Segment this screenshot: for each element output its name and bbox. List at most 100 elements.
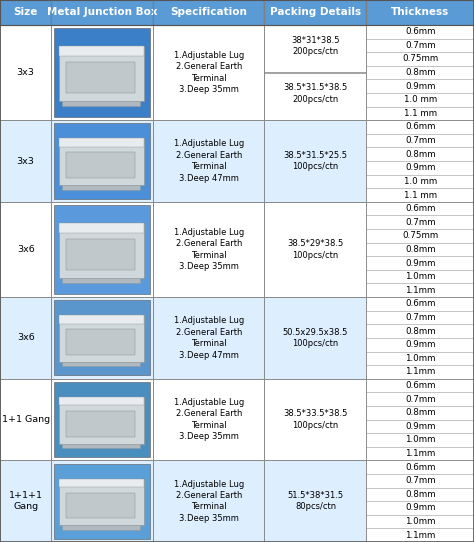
Bar [366,0,474,25]
Bar [366,406,474,420]
Bar [153,297,264,379]
Text: 0.7mm: 0.7mm [405,41,436,50]
Bar [59,138,144,185]
Bar [366,433,474,447]
Bar [51,0,153,25]
Bar [153,25,264,120]
Bar [366,420,474,433]
Bar [59,397,144,405]
Bar [366,66,474,79]
Bar [59,46,144,56]
Text: 0.7mm: 0.7mm [405,136,436,145]
Bar [366,202,474,215]
Bar [65,330,135,355]
Text: 0.6mm: 0.6mm [405,204,436,213]
Bar [54,463,150,539]
Bar [366,215,474,229]
Text: 1.0 mm: 1.0 mm [403,177,437,186]
Text: 1.Adjustable Lug
2.General Earth
Terminal
3.Deep 47mm: 1.Adjustable Lug 2.General Earth Termina… [173,139,244,183]
Text: 1.Adjustable Lug
2.General Earth
Terminal
3.Deep 35mm: 1.Adjustable Lug 2.General Earth Termina… [173,228,244,271]
Bar [65,493,135,518]
Bar [366,256,474,270]
Bar [366,474,474,488]
Bar [153,379,264,460]
Bar [0,202,51,297]
Bar [65,240,135,269]
Text: 1.1mm: 1.1mm [405,286,436,295]
Bar [51,25,153,120]
Bar [366,52,474,66]
Bar [264,0,366,25]
Bar [62,490,140,530]
Text: 0.9mm: 0.9mm [405,163,436,172]
Bar [51,202,153,297]
Bar [366,324,474,338]
Bar [264,379,366,460]
Bar [51,120,153,202]
Bar [59,397,144,443]
Text: 1.1mm: 1.1mm [405,449,436,458]
Text: 0.7mm: 0.7mm [405,218,436,227]
Bar [366,134,474,147]
Bar [366,379,474,392]
Text: 0.75mm: 0.75mm [402,54,438,63]
Bar [366,38,474,52]
Bar [62,409,140,448]
Bar [59,479,144,487]
Text: 0.8mm: 0.8mm [405,245,436,254]
Text: 0.7mm: 0.7mm [405,476,436,485]
Bar [65,152,135,178]
Bar [366,161,474,175]
Bar [366,270,474,283]
Bar [0,0,51,25]
Bar [59,315,144,324]
Bar [62,150,140,190]
Text: 0.8mm: 0.8mm [405,150,436,159]
Bar [366,488,474,501]
Bar [59,138,144,147]
Text: 38.5*31.5*25.5
100pcs/ctn: 38.5*31.5*25.5 100pcs/ctn [283,151,347,171]
Text: 0.6mm: 0.6mm [405,381,436,390]
Bar [62,60,140,106]
Bar [0,120,51,202]
Bar [366,175,474,188]
Text: 0.6mm: 0.6mm [405,463,436,472]
Text: 1.1 mm: 1.1 mm [404,191,437,199]
Text: 0.6mm: 0.6mm [405,122,436,132]
Bar [366,338,474,352]
Text: 38.5*33.5*38.5
100pcs/ctn: 38.5*33.5*38.5 100pcs/ctn [283,409,347,430]
Text: 0.6mm: 0.6mm [405,299,436,308]
Bar [153,202,264,297]
Text: Size: Size [13,8,38,17]
Bar [366,460,474,474]
Bar [59,223,144,278]
Text: 1.1 mm: 1.1 mm [404,109,437,118]
Bar [366,188,474,202]
Text: 1.0mm: 1.0mm [405,517,436,526]
Bar [264,72,366,73]
Text: 0.8mm: 0.8mm [405,490,436,499]
Bar [0,379,51,460]
Bar [366,147,474,161]
Text: 1.1mm: 1.1mm [405,531,436,540]
Text: 1.0mm: 1.0mm [405,272,436,281]
Text: 0.9mm: 0.9mm [405,82,436,91]
Bar [366,515,474,528]
Bar [59,315,144,362]
Text: 0.7mm: 0.7mm [405,395,436,404]
Text: 38.5*29*38.5
100pcs/ctn: 38.5*29*38.5 100pcs/ctn [287,239,344,260]
Bar [54,300,150,376]
Bar [264,297,366,379]
Text: 3x3: 3x3 [17,68,35,77]
Text: Packing Details: Packing Details [270,8,361,17]
Bar [153,460,264,542]
Text: 50.5x29.5x38.5
100pcs/ctn: 50.5x29.5x38.5 100pcs/ctn [283,328,348,348]
Bar [366,243,474,256]
Bar [366,311,474,324]
Text: 1+1 Gang: 1+1 Gang [1,415,50,424]
Bar [366,107,474,120]
Bar [366,283,474,297]
Bar [264,202,366,297]
Bar [366,352,474,365]
Bar [0,460,51,542]
